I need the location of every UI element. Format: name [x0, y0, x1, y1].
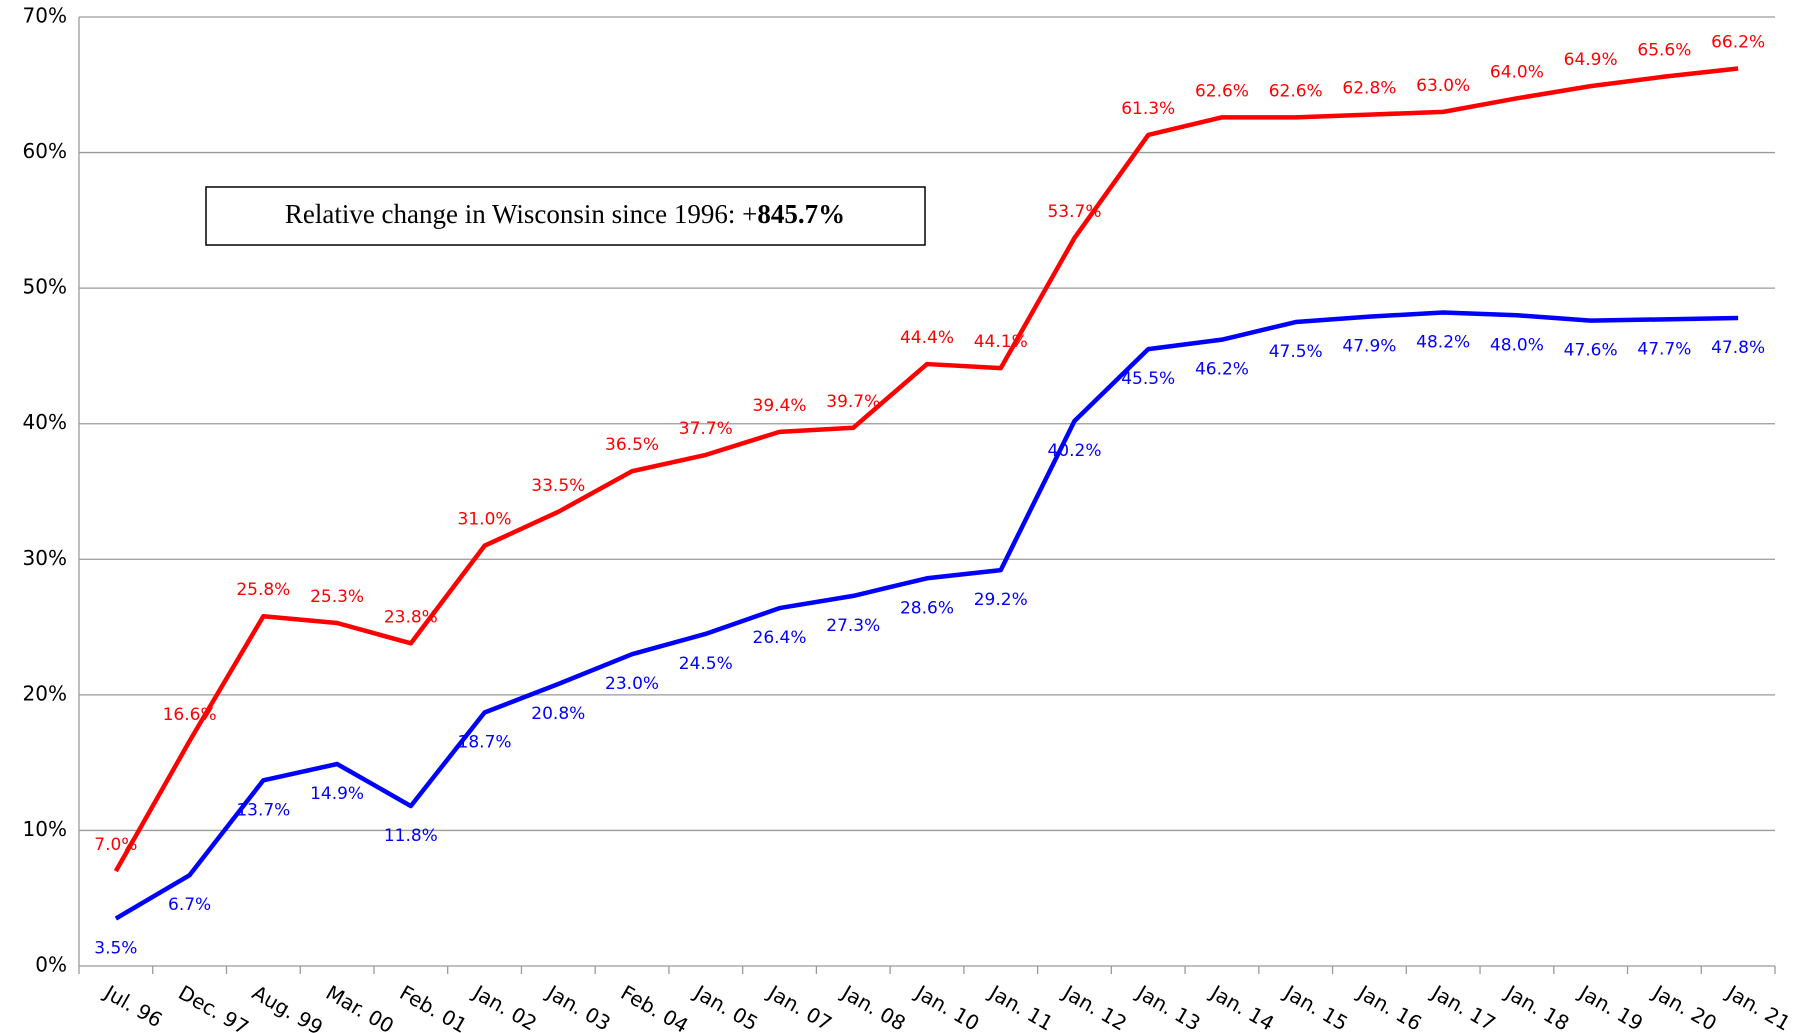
data-label: 25.8% [236, 580, 290, 600]
data-label: 64.9% [1564, 50, 1618, 70]
x-tick-label: Jan. 16 [1352, 979, 1425, 1033]
data-label: 26.4% [753, 628, 807, 648]
data-label: 16.6% [163, 705, 217, 725]
data-label: 46.2% [1195, 360, 1249, 380]
x-tick-label: Jan. 19 [1574, 979, 1647, 1033]
data-label: 63.0% [1416, 76, 1470, 96]
data-label: 47.7% [1637, 339, 1691, 359]
data-label: 7.0% [94, 835, 137, 855]
y-tick-label: 60% [23, 139, 67, 163]
data-label: 47.8% [1711, 338, 1765, 358]
data-label: 48.2% [1416, 333, 1470, 353]
x-tick-label: Aug. 99 [248, 980, 327, 1033]
data-label: 45.5% [1121, 369, 1175, 389]
data-label: 3.5% [94, 939, 137, 959]
data-label: 11.8% [384, 826, 438, 846]
data-label: 62.6% [1195, 81, 1249, 101]
x-tick-label: Jan. 03 [541, 979, 614, 1033]
data-label: 31.0% [458, 510, 512, 530]
x-tick-label: Feb. 04 [617, 980, 693, 1033]
annotation-text: Relative change in Wisconsin since 1996:… [285, 199, 758, 229]
x-tick-label: Jan. 13 [1131, 979, 1204, 1033]
data-label: 6.7% [168, 895, 211, 915]
data-label: 65.6% [1637, 41, 1691, 61]
x-tick-label: Jul. 96 [99, 979, 167, 1032]
data-label: 29.2% [974, 590, 1028, 610]
x-tick-label: Jan. 07 [763, 979, 836, 1033]
x-tick-label: Jan. 21 [1721, 979, 1794, 1033]
y-tick-label: 0% [35, 953, 67, 977]
x-tick-label: Jan. 20 [1647, 979, 1720, 1033]
data-label: 47.5% [1269, 342, 1323, 362]
data-label: 47.9% [1342, 337, 1396, 357]
series-line [114, 310, 1739, 921]
x-tick-label: Jan. 08 [836, 979, 909, 1033]
x-tick-label: Jan. 02 [468, 979, 541, 1033]
data-label: 44.4% [900, 328, 954, 348]
data-label: 62.6% [1269, 81, 1323, 101]
annotation-box [205, 186, 926, 246]
x-tick-label: Jan. 05 [689, 979, 762, 1033]
y-tick-label: 50% [23, 275, 67, 299]
data-label: 64.0% [1490, 62, 1544, 82]
data-label: 62.8% [1342, 79, 1396, 99]
data-label: 44.1% [974, 332, 1028, 352]
y-tick-label: 30% [23, 546, 67, 570]
y-tick-label: 40% [23, 410, 67, 434]
annotation: Relative change in Wisconsin since 1996:… [285, 199, 845, 229]
x-tick-label: Jan. 18 [1500, 979, 1573, 1033]
data-label: 14.9% [310, 784, 364, 804]
data-label: 18.7% [458, 732, 512, 752]
x-tick-label: Dec. 97 [174, 980, 253, 1033]
x-tick-label: Jan. 15 [1279, 979, 1352, 1033]
data-label: 25.3% [310, 587, 364, 607]
data-label: 36.5% [605, 435, 659, 455]
x-tick-label: Feb. 01 [396, 980, 472, 1033]
y-tick-label: 10% [23, 817, 67, 841]
y-tick-label: 70% [23, 4, 67, 28]
data-label: 37.7% [679, 419, 733, 439]
x-tick-label: Jan. 17 [1426, 979, 1499, 1033]
data-label: 33.5% [531, 476, 585, 496]
data-label: 13.7% [236, 800, 290, 820]
x-tick-label: Jan. 12 [1057, 979, 1130, 1033]
x-tick-label: Jan. 11 [984, 979, 1057, 1033]
data-label: 61.3% [1121, 99, 1175, 119]
plot: 0% 10% 20% 30% 40% 50% 60% 70% Jul. 96 Dec. 97Aug… [23, 4, 1795, 1033]
x-tick-label: Mar. 00 [322, 980, 398, 1033]
series-line [113, 66, 1739, 873]
y-tick-label: 20% [23, 681, 67, 705]
data-label: 24.5% [679, 654, 733, 674]
data-label: 23.8% [384, 607, 438, 627]
x-tick-label: Jan. 10 [910, 979, 983, 1033]
data-label: 39.7% [826, 392, 880, 412]
data-label: 23.0% [605, 674, 659, 694]
data-label: 39.4% [753, 396, 807, 416]
data-label: 66.2% [1711, 33, 1765, 53]
data-label: 53.7% [1047, 202, 1101, 222]
data-label: 48.0% [1490, 335, 1544, 355]
annotation-emphasis: 845.7% [757, 199, 845, 229]
x-tick-label: Jan. 14 [1205, 979, 1278, 1033]
data-label: 28.6% [900, 598, 954, 618]
data-label: 20.8% [531, 704, 585, 724]
data-label: 27.3% [826, 616, 880, 636]
data-label: 47.6% [1564, 341, 1618, 361]
data-label: 40.2% [1047, 441, 1101, 461]
